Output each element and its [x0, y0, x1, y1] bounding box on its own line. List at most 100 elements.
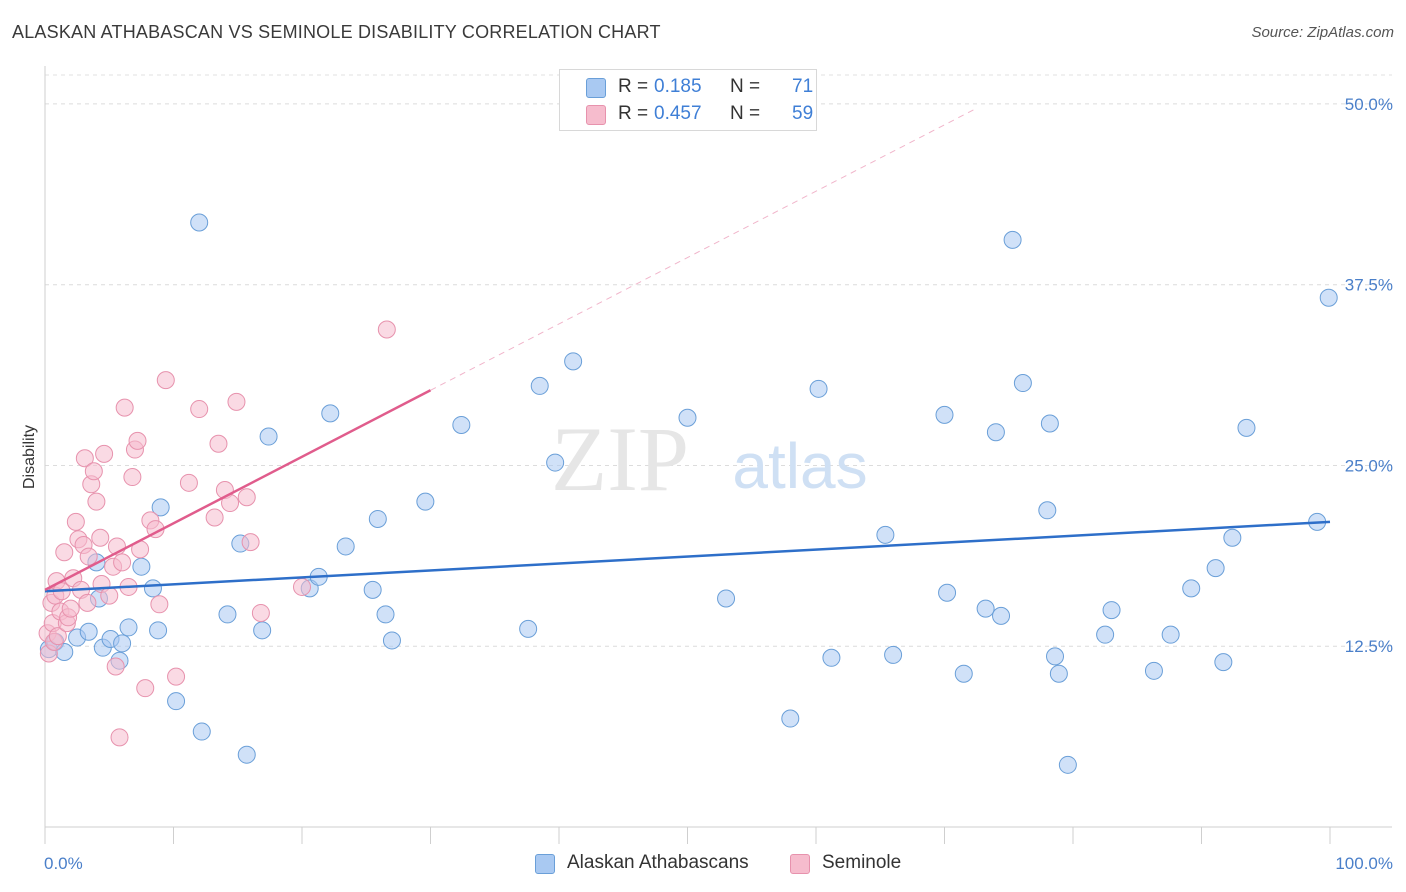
seminole-point [205, 508, 224, 527]
athabascan-point [1237, 418, 1256, 437]
bottom-swatch-pink [790, 854, 810, 874]
athabascan-point [678, 408, 697, 427]
athabascan-point [1161, 625, 1180, 644]
athabascan-point [564, 352, 583, 371]
y-tick-label: 25.0% [1345, 456, 1393, 475]
legend-r-value: 0.185 [654, 76, 702, 97]
seminole-point [79, 547, 98, 566]
athabascan-point [336, 537, 355, 556]
athabascan-point [119, 618, 138, 637]
watermark-zip: ZIP [551, 408, 689, 510]
seminole-point [156, 371, 175, 390]
athabascan-point [938, 583, 957, 602]
seminole-point [167, 667, 186, 686]
seminole-point [106, 657, 125, 676]
seminole-point [377, 320, 396, 339]
athabascan-point [935, 405, 954, 424]
athabascan-point [218, 605, 237, 624]
athabascan-point [1013, 374, 1032, 393]
bottom-legend-label: Alaskan Athabascans [567, 852, 749, 873]
athabascan-point [1319, 288, 1338, 307]
watermark-atlas: atlas [732, 430, 867, 502]
seminole-point [128, 431, 147, 450]
bottom-legend-label: Seminole [822, 852, 902, 873]
athabascan-point [1144, 661, 1163, 680]
athabascan-point [416, 492, 435, 511]
seminole-point [150, 595, 169, 614]
tick-labels: 12.5% 25.0% 37.5% 50.0% 0.0% 100.0% [44, 95, 1393, 873]
y-tick-label: 37.5% [1345, 276, 1393, 295]
athabascan-point [992, 606, 1011, 625]
seminole-point [100, 586, 119, 605]
athabascan-point [79, 622, 98, 641]
chart-title: ALASKAN ATHABASCAN VS SEMINOLE DISABILIT… [12, 22, 661, 42]
seminole-point [48, 627, 67, 646]
x-tick-label: 0.0% [44, 854, 83, 873]
seminole-point [110, 728, 129, 747]
seminole-point [251, 603, 270, 622]
y-tick-label: 50.0% [1345, 95, 1393, 114]
y-tick-label: 12.5% [1345, 637, 1393, 656]
athabascan-point [1003, 230, 1022, 249]
athabascan-point [113, 634, 132, 653]
seminole-point [123, 468, 142, 487]
seminole-point [55, 543, 74, 562]
scatter-points [38, 213, 1338, 774]
seminole-point [66, 512, 85, 531]
seminole-point [95, 444, 114, 463]
athabascan-point [363, 580, 382, 599]
athabascan-point [519, 619, 538, 638]
seminole-trend-line [44, 389, 432, 591]
seminole-point [237, 488, 256, 507]
athabascan-point [884, 645, 903, 664]
seminole-point [136, 679, 155, 698]
athabascan-point [452, 415, 471, 434]
x-tick-label: 100.0% [1335, 854, 1393, 873]
athabascan-point [368, 509, 387, 528]
seminole-point [113, 553, 132, 572]
seminole-point [91, 528, 110, 547]
athabascan-point [1049, 664, 1068, 683]
bottom-swatch-blue [535, 854, 555, 874]
source-label: Source: ZipAtlas.com [1251, 24, 1394, 41]
legend-n-value: 71 [792, 76, 814, 97]
legend-n-label: N = [730, 76, 761, 97]
athabascan-point [1040, 414, 1059, 433]
athabascan-point [1214, 653, 1233, 672]
athabascan-point [546, 453, 565, 472]
legend-r-label: R = [618, 103, 649, 124]
athabascan-point [717, 589, 736, 608]
athabascan-point [822, 648, 841, 667]
legend-n-label: N = [730, 103, 761, 124]
seminole-point [115, 398, 134, 417]
seminole-point [78, 593, 97, 612]
legend-swatch-blue [586, 78, 606, 98]
athabascan-point [167, 692, 186, 711]
athabascan-point [1038, 501, 1057, 520]
athabascan-point [781, 709, 800, 728]
legend-r-label: R = [618, 76, 649, 97]
athabascan-point [382, 631, 401, 650]
stats-legend: R = 0.185 N = 71 R = 0.457 N = 59 [559, 69, 817, 131]
seminole-point [190, 400, 209, 419]
trend-line-extension [430, 107, 977, 391]
seminole-point [61, 599, 80, 618]
legend-r-value: 0.457 [654, 103, 702, 124]
athabascan-point [1102, 601, 1121, 620]
athabascan-point [321, 404, 340, 423]
athabascan-point [1182, 579, 1201, 598]
athabascan-point [530, 376, 549, 395]
axes [44, 66, 1392, 844]
legend-n-value: 59 [792, 103, 814, 124]
athabascan-point [1096, 625, 1115, 644]
seminole-point [75, 449, 94, 468]
athabascan-point [151, 498, 170, 517]
seminole-point [179, 473, 198, 492]
athabascan-point [1058, 755, 1077, 774]
athabascan-point [976, 599, 995, 618]
athabascan-point [237, 745, 256, 764]
y-axis-label: Disability [21, 425, 38, 489]
athabascan-point [1206, 559, 1225, 578]
seminole-point [84, 462, 103, 481]
